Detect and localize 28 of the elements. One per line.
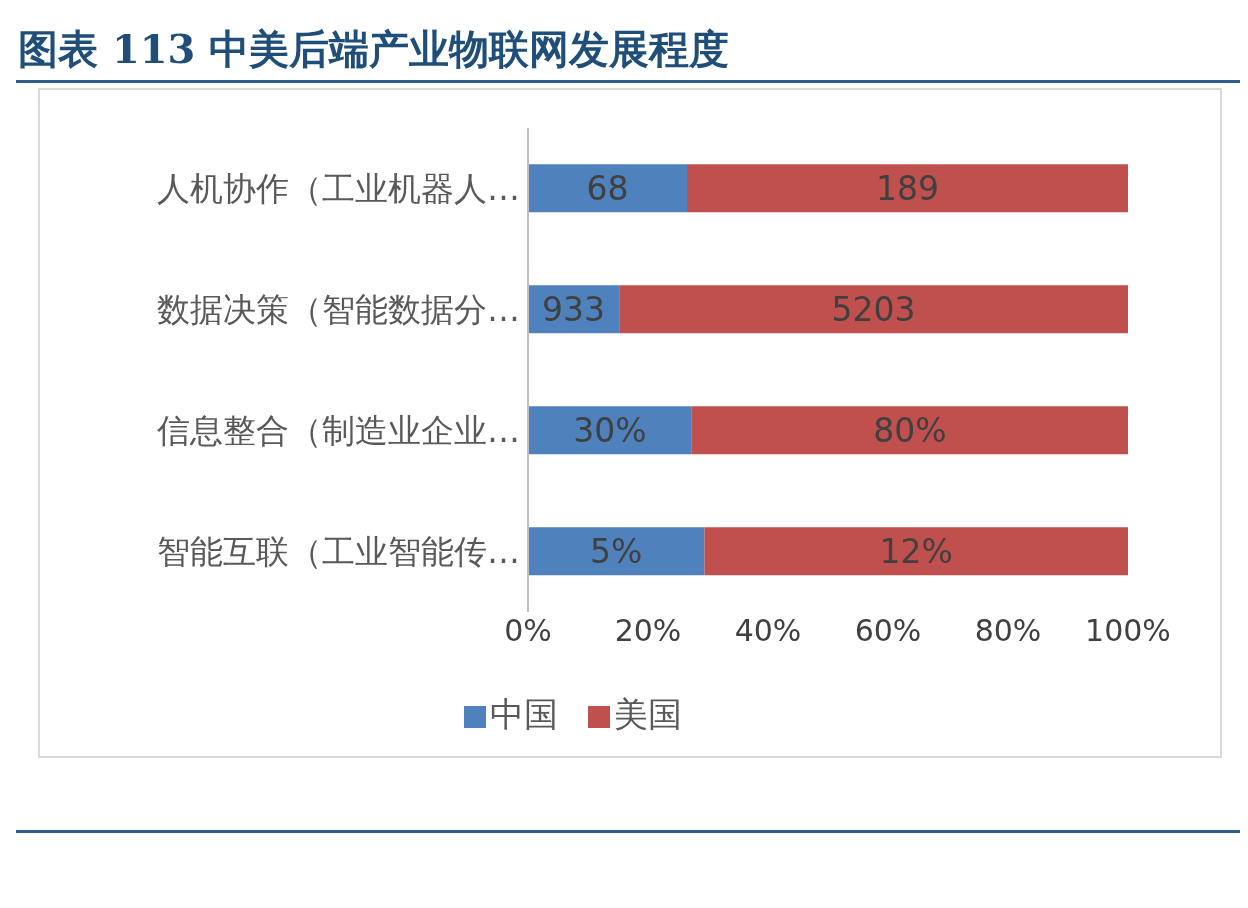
x-tick-label: 0% [504,613,552,649]
bar [528,527,705,576]
bar [528,406,692,455]
annotation: 30% [573,411,647,450]
x-tick-label: 40% [734,613,802,649]
bar [704,527,1128,576]
legend-label: 中国 [490,694,558,734]
bar [691,406,1128,455]
annotation: 12% [879,532,953,571]
y-tick-label: 信息整合（制造业企业… [157,411,520,451]
x-tick-label: 80% [974,613,1042,649]
legend-label: 美国 [614,694,682,734]
bar [619,285,1128,334]
x-tick-label: 60% [854,613,922,649]
annotation: 933 [542,290,606,329]
y-tick-label: 人机协作（工业机器人… [157,169,520,209]
chart-title: 图表 113 中美后端产业物联网发展程度 [18,24,730,74]
x-tick-label: 100% [1085,613,1171,649]
x-tick-label: 20% [614,613,682,649]
annotation: 5203 [831,290,916,329]
annotation: 80% [873,411,947,450]
annotation: 5% [590,532,643,571]
bar [528,164,687,213]
annotation: 189 [876,169,939,208]
bar [687,164,1128,213]
annotation: 68 [586,169,629,208]
y-tick-label: 数据决策（智能数据分… [157,290,520,330]
y-tick-label: 智能互联（工业智能传… [157,532,520,572]
